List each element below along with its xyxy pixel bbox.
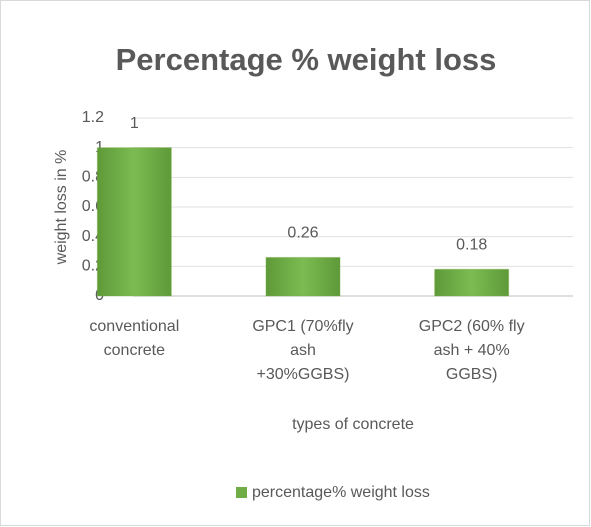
legend-label: percentage% weight loss bbox=[252, 484, 430, 501]
data-label: 0.18 bbox=[456, 237, 487, 254]
bar bbox=[265, 256, 341, 297]
chart-title: Percentage % weight loss bbox=[116, 42, 497, 77]
data-label: 1 bbox=[130, 115, 139, 132]
x-axis-label: types of concrete bbox=[292, 416, 414, 433]
x-tick-label: conventional concrete bbox=[89, 318, 179, 359]
y-tick-label: 1.2 bbox=[82, 109, 104, 126]
data-label: 0.26 bbox=[287, 225, 318, 242]
legend-swatch bbox=[236, 487, 247, 498]
bar bbox=[434, 268, 510, 297]
x-tick-label: GPC1 (70%fly ash +30%GGBS) bbox=[252, 318, 353, 383]
bar bbox=[96, 147, 172, 297]
y-axis-label: weight loss in % bbox=[53, 150, 70, 266]
y-tick-label: 1 bbox=[95, 139, 104, 156]
x-tick-label: GPC2 (60% fly ash + 40% GGBS) bbox=[419, 318, 525, 383]
